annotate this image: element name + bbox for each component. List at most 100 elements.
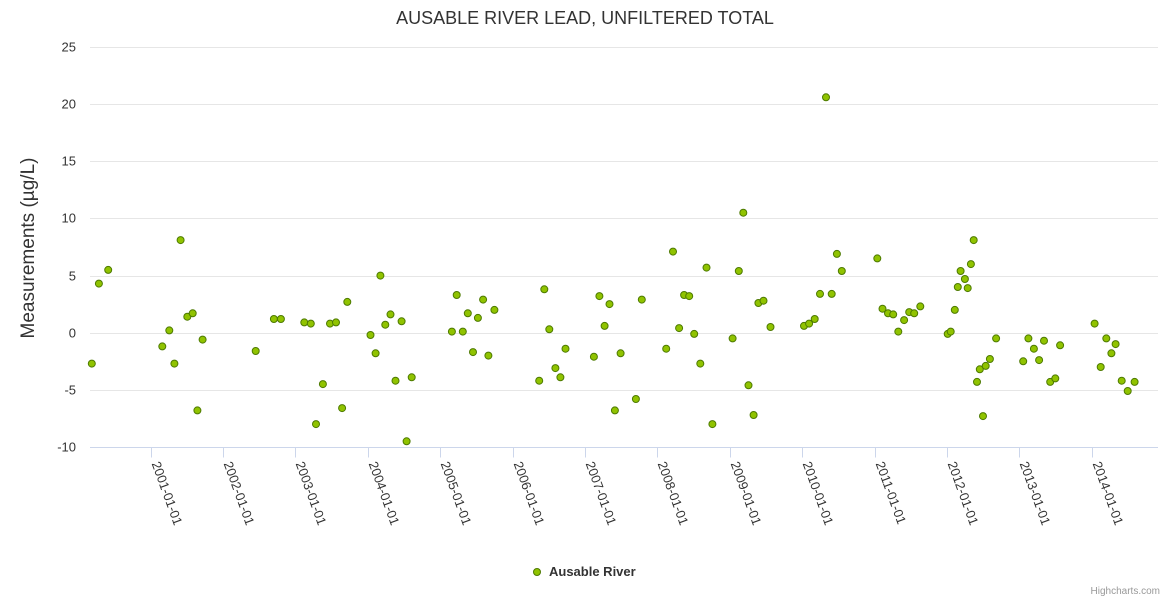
data-point[interactable] bbox=[1040, 336, 1048, 345]
data-point[interactable] bbox=[832, 249, 841, 258]
data-point[interactable] bbox=[165, 326, 174, 335]
credits-link[interactable]: Highcharts.com bbox=[1091, 586, 1160, 597]
data-point[interactable] bbox=[739, 208, 748, 217]
data-point[interactable] bbox=[343, 297, 352, 306]
data-point[interactable] bbox=[878, 304, 887, 313]
data-point[interactable] bbox=[391, 376, 400, 385]
data-point[interactable] bbox=[338, 404, 347, 413]
data-point[interactable] bbox=[490, 305, 499, 314]
data-point[interactable] bbox=[402, 437, 411, 446]
data-point[interactable] bbox=[269, 315, 278, 323]
data-point[interactable] bbox=[540, 285, 549, 294]
data-point[interactable] bbox=[595, 292, 604, 301]
data-point[interactable] bbox=[198, 335, 207, 344]
data-point[interactable] bbox=[1123, 387, 1132, 395]
data-point[interactable] bbox=[381, 320, 390, 329]
data-point[interactable] bbox=[1024, 334, 1033, 343]
data-point[interactable] bbox=[822, 93, 830, 102]
data-point[interactable] bbox=[975, 365, 984, 374]
data-point[interactable] bbox=[188, 309, 197, 318]
data-point[interactable] bbox=[662, 344, 671, 353]
data-point[interactable] bbox=[708, 420, 717, 429]
data-point[interactable] bbox=[827, 289, 836, 298]
data-point[interactable] bbox=[1035, 356, 1044, 365]
data-point[interactable] bbox=[1090, 319, 1099, 328]
data-point[interactable] bbox=[946, 327, 955, 336]
data-point[interactable] bbox=[397, 317, 406, 326]
data-point[interactable] bbox=[94, 279, 103, 288]
data-point[interactable] bbox=[749, 411, 758, 419]
data-point[interactable] bbox=[1130, 377, 1139, 386]
data-point[interactable] bbox=[306, 319, 315, 328]
data-point[interactable] bbox=[810, 315, 819, 323]
data-point[interactable] bbox=[87, 359, 96, 368]
data-point[interactable] bbox=[176, 236, 185, 245]
data-point[interactable] bbox=[1096, 363, 1105, 371]
data-point[interactable] bbox=[551, 364, 560, 373]
data-point[interactable] bbox=[1102, 334, 1111, 343]
data-point[interactable] bbox=[616, 349, 625, 358]
data-point[interactable] bbox=[452, 291, 461, 299]
data-point[interactable] bbox=[900, 316, 909, 325]
data-point[interactable] bbox=[545, 325, 554, 334]
data-point[interactable] bbox=[950, 305, 959, 314]
data-point[interactable] bbox=[407, 373, 416, 382]
data-point[interactable] bbox=[332, 318, 340, 327]
data-point[interactable] bbox=[458, 327, 467, 336]
data-point[interactable] bbox=[1051, 374, 1060, 383]
data-point[interactable] bbox=[669, 247, 677, 256]
data-point[interactable] bbox=[956, 267, 965, 275]
data-point[interactable] bbox=[366, 331, 375, 339]
data-point[interactable] bbox=[561, 344, 570, 353]
data-point[interactable] bbox=[469, 348, 477, 357]
data-point[interactable] bbox=[805, 319, 814, 328]
data-point[interactable] bbox=[837, 267, 846, 275]
data-point[interactable] bbox=[979, 412, 987, 421]
data-point[interactable] bbox=[889, 310, 898, 319]
data-point[interactable] bbox=[1111, 340, 1120, 349]
data-point[interactable] bbox=[376, 271, 385, 280]
data-point[interactable] bbox=[969, 236, 978, 245]
data-point[interactable] bbox=[916, 302, 925, 311]
data-point[interactable] bbox=[556, 373, 565, 382]
data-point[interactable] bbox=[318, 380, 327, 389]
data-point[interactable] bbox=[158, 342, 167, 351]
data-point[interactable] bbox=[696, 359, 705, 368]
data-point[interactable] bbox=[685, 292, 694, 301]
data-point[interactable] bbox=[702, 263, 711, 272]
data-point[interactable] bbox=[910, 309, 919, 318]
data-point[interactable] bbox=[1019, 357, 1028, 366]
data-point[interactable] bbox=[816, 289, 824, 298]
data-point[interactable] bbox=[276, 315, 285, 323]
data-point[interactable] bbox=[104, 265, 113, 274]
data-point[interactable] bbox=[637, 295, 646, 304]
series-ausable-river[interactable] bbox=[87, 93, 1139, 446]
data-point[interactable] bbox=[766, 323, 775, 331]
data-point[interactable] bbox=[631, 395, 640, 403]
legend-item-ausable-river[interactable]: Ausable River bbox=[549, 564, 636, 579]
data-point[interactable] bbox=[981, 361, 990, 370]
data-point[interactable] bbox=[1107, 349, 1116, 358]
data-point[interactable] bbox=[894, 327, 903, 336]
data-point[interactable] bbox=[600, 321, 609, 330]
data-point[interactable] bbox=[484, 351, 493, 360]
data-point[interactable] bbox=[966, 260, 975, 269]
data-point[interactable] bbox=[1056, 341, 1065, 350]
data-point[interactable] bbox=[610, 406, 619, 415]
legend-marker[interactable] bbox=[533, 568, 541, 576]
data-point[interactable] bbox=[985, 355, 994, 363]
data-point[interactable] bbox=[473, 313, 482, 322]
data-point[interactable] bbox=[728, 334, 737, 343]
data-point[interactable] bbox=[193, 406, 202, 415]
data-point[interactable] bbox=[675, 324, 684, 333]
data-point[interactable] bbox=[1117, 376, 1126, 385]
data-point[interactable] bbox=[734, 267, 743, 275]
data-point[interactable] bbox=[759, 296, 768, 305]
data-point[interactable] bbox=[479, 295, 488, 304]
data-point[interactable] bbox=[589, 352, 598, 361]
data-point[interactable] bbox=[605, 300, 614, 309]
data-point[interactable] bbox=[312, 420, 320, 429]
data-point[interactable] bbox=[463, 309, 472, 318]
data-point[interactable] bbox=[953, 283, 962, 291]
data-point[interactable] bbox=[447, 327, 456, 336]
